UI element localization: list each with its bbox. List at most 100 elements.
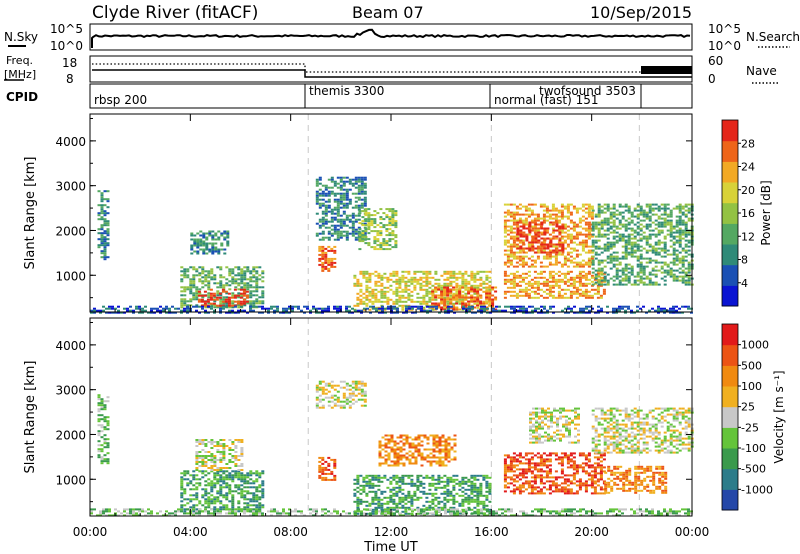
power-echo-cell [485,270,489,273]
velocity-echo-cell [425,508,429,511]
power-echo-cell [624,255,628,258]
velocity-echo-cell [333,458,337,461]
power-echo-cell [404,296,408,299]
velocity-echo-cell [189,480,193,483]
velocity-echo-cell [398,488,402,491]
power-echo-cell [144,305,147,308]
power-echo-cell [197,298,201,301]
power-echo-cell [464,284,468,287]
velocity-echo-cell [198,443,202,445]
power-echo-cell [518,203,522,206]
velocity-echo-cell [103,454,107,457]
power-echo-cell [381,309,384,312]
power-echo-cell [488,302,492,305]
power-echo-cell [239,288,243,291]
power-echo-cell [542,282,546,285]
power-echo-cell [630,237,634,240]
power-echo-cell [630,213,634,216]
power-echo-cell [551,263,555,266]
power-echo-cell [636,305,639,308]
power-echo-cell [545,278,549,281]
velocity-echo-cell [195,496,199,499]
power-echo-cell [108,307,111,310]
power-echo-cell [609,267,613,270]
power-echo-cell [624,235,628,238]
power-echo-cell [630,243,634,246]
power-echo-cell [371,300,375,303]
power-echo-cell [215,304,219,307]
power-echo-cell [630,247,634,250]
power-echo-cell [488,286,492,289]
power-echo-cell [391,224,395,227]
power-echo-cell [205,232,209,235]
power-echo-cell [488,280,492,283]
velocity-echo-cell [401,492,405,495]
power-echo-cell [597,231,601,234]
velocity-echo-cell [413,490,417,493]
power-echo-cell [669,229,673,232]
power-echo-cell [488,292,492,295]
power-echo-cell [558,245,562,248]
power-echo-cell [642,267,646,270]
power-echo-cell [663,263,667,266]
power-echo-cell [609,247,613,250]
power-echo-cell [597,247,601,250]
velocity-echo-cell [356,498,360,501]
power-echo-cell [318,176,322,179]
power-colorbar-segment [722,182,738,204]
power-echo-cell [318,178,322,181]
velocity-echo-cell [351,392,355,395]
power-echo-cell [225,304,229,307]
velocity-echo-cell [222,496,226,499]
power-echo-cell [606,279,610,282]
power-echo-cell [106,234,110,237]
power-echo-cell [572,225,576,228]
power-echo-cell [413,280,417,283]
power-echo-cell [597,235,601,238]
power-ytick-label: 3000 [55,180,86,194]
velocity-echo-cell [401,504,405,507]
velocity-echo-cell [222,445,226,447]
power-echo-cell [515,225,519,228]
power-echo-cell [231,309,234,312]
power-echo-cell [657,283,661,286]
power-echo-cell [410,298,414,301]
power-echo-cell [530,229,534,232]
power-echo-cell [636,215,640,218]
power-echo-cell [672,257,676,260]
velocity-echo-cell [363,400,367,403]
power-echo-cell [473,276,477,279]
power-echo-cell [285,307,288,310]
velocity-echo-cell [428,476,432,479]
power-echo-cell [479,276,483,279]
power-echo-cell [458,284,462,287]
power-echo-cell [485,274,489,277]
power-echo-cell [394,220,398,223]
power-echo-cell [512,217,516,220]
power-echo-cell [527,282,531,285]
velocity-echo-cell [255,472,259,475]
power-echo-cell [342,182,346,185]
power-echo-cell [581,227,585,230]
power-echo-cell [618,213,622,216]
power-echo-cell [339,236,343,239]
power-echo-cell [240,270,244,273]
power-echo-cell [411,311,414,314]
power-echo-cell [687,281,691,284]
power-echo-cell [546,247,550,250]
velocity-echo-cell [207,459,211,461]
power-echo-cell [687,217,691,220]
velocity-echo-cell [207,455,211,457]
velocity-echo-cell [395,474,399,477]
power-echo-cell [447,305,450,308]
power-echo-cell [431,304,435,307]
power-echo-cell [473,292,477,295]
power-echo-cell [530,211,534,214]
power-echo-cell [551,209,555,212]
power-echo-cell [654,207,658,210]
velocity-echo-cell [333,464,337,467]
velocity-echo-cell [449,492,453,495]
power-echo-cell [654,241,658,244]
power-echo-cell [443,284,447,287]
power-echo-cell [324,206,328,209]
